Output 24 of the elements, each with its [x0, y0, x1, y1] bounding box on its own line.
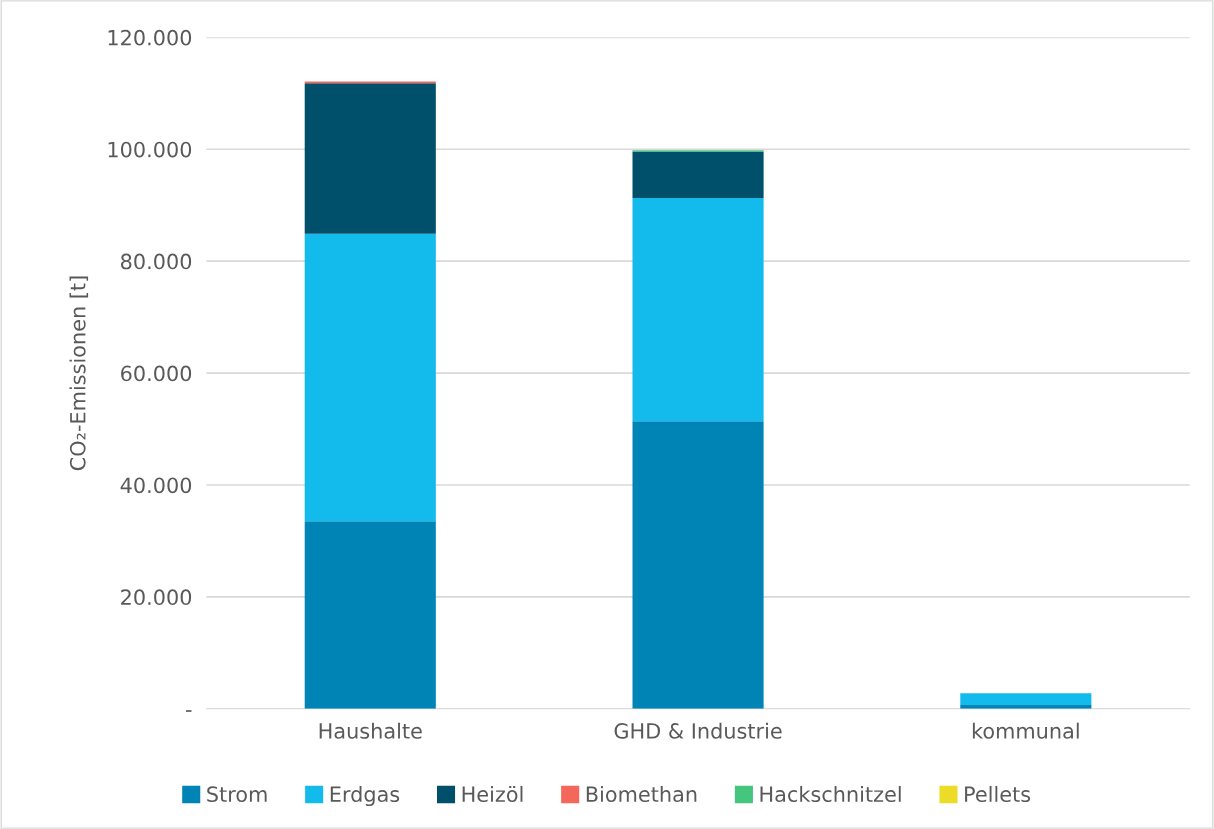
legend-label: Hackschnitzel	[760, 785, 901, 803]
bar	[632, 151, 764, 198]
legend-label: Biomethan	[586, 785, 697, 803]
bar	[304, 521, 436, 709]
bar	[632, 197, 764, 422]
bar	[304, 83, 436, 234]
y-tick-label: 60.000	[121, 365, 192, 382]
x-tick-label: GHD & Industrie	[614, 722, 782, 739]
x-tick-label: Haushalte	[319, 722, 422, 739]
bar	[632, 421, 764, 709]
y-tick-label: 20.000	[121, 589, 192, 606]
y-tick-label: -	[185, 710, 192, 712]
legend-label: Strom	[207, 786, 267, 803]
y-tick-label: 100.000	[108, 141, 192, 158]
legend-label: Heizöl	[462, 785, 523, 803]
y-tick-label: 80.000	[121, 253, 192, 270]
y-tick-label: 40.000	[120, 477, 192, 494]
x-tick-label: kommunal	[972, 722, 1079, 739]
y-axis-title: CO₂-Emissionen [t]	[69, 276, 89, 471]
legend-label: Erdgas	[330, 785, 400, 807]
bar	[304, 233, 436, 522]
bar	[960, 693, 1092, 705]
y-tick-label: 120.000	[108, 29, 192, 46]
legend-label: Pellets	[965, 785, 1031, 803]
